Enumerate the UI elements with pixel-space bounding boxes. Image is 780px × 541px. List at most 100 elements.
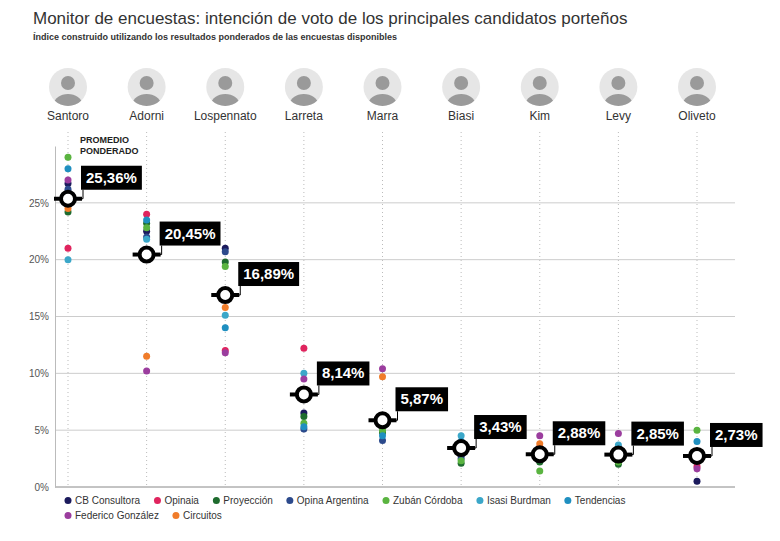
average-marker — [376, 413, 390, 427]
label-box — [238, 262, 299, 286]
legend-label: Isasi Burdman — [487, 495, 551, 506]
series — [65, 208, 701, 467]
poll-dot — [143, 353, 150, 360]
category-label: Santoro — [47, 109, 89, 123]
poll-dot — [694, 427, 701, 434]
grid-line — [55, 316, 735, 317]
data-label: 2,85% — [636, 425, 679, 442]
portrait-head — [61, 76, 75, 90]
portrait — [678, 68, 716, 114]
legend-swatch — [476, 497, 483, 504]
legend-label: Circuitos — [183, 510, 222, 521]
poll-dot — [222, 263, 229, 270]
y-tick-label: 5% — [35, 425, 50, 436]
poll-dot — [222, 304, 229, 311]
label-connector — [627, 446, 633, 455]
average-marker — [61, 192, 75, 206]
category-label: Kim — [529, 109, 550, 123]
category-label: Adorni — [129, 109, 164, 123]
portrait-head — [218, 76, 232, 90]
y-tick: 10% — [29, 368, 55, 379]
legend-item: Tendencias — [564, 495, 625, 506]
average-name: PROMEDIOPONDERADO — [80, 135, 139, 156]
portrait — [49, 68, 87, 114]
legend-swatch — [286, 497, 293, 504]
title: Monitor de encuestas: intención de voto … — [33, 9, 627, 28]
series — [65, 180, 701, 485]
label-connector — [234, 286, 240, 295]
grid-line — [55, 373, 735, 374]
poll-dot — [222, 324, 229, 331]
grid-line — [55, 487, 735, 488]
series — [65, 205, 701, 462]
portrait — [364, 68, 402, 114]
poll-dot — [536, 432, 543, 439]
portrait — [521, 68, 559, 114]
poll-dot — [379, 365, 386, 372]
poll-dot — [300, 345, 307, 352]
data-label: 16,89% — [243, 265, 294, 282]
average-markers — [54, 192, 711, 463]
legend-label: Tendencias — [575, 495, 626, 506]
portrait-head — [376, 76, 390, 90]
label-box — [317, 361, 370, 385]
average-marker — [611, 448, 625, 462]
poll-dot — [615, 430, 622, 437]
legend-swatch — [564, 497, 571, 504]
legend-label: Federico González — [75, 510, 159, 521]
legend-swatch — [213, 497, 220, 504]
portrait — [285, 68, 323, 114]
grid-line — [55, 202, 735, 203]
legend-swatch — [65, 497, 72, 504]
legend-label: Opinaia — [164, 495, 199, 506]
y-axis: 0%5%10%15%20%25% — [29, 147, 56, 493]
y-tick: 25% — [29, 198, 55, 209]
y-tick-label: 10% — [29, 368, 49, 379]
poll-dot — [222, 312, 229, 319]
legend-item: Opinaia — [154, 495, 199, 506]
poll-dot — [300, 413, 307, 420]
portrait — [599, 68, 637, 114]
y-tick-label: 25% — [29, 198, 49, 209]
poll-dot — [536, 468, 543, 475]
legend-item: Circuitos — [172, 510, 221, 521]
poll-dot — [65, 165, 72, 172]
poll-dot — [143, 224, 150, 231]
label-connector — [392, 411, 398, 420]
series — [65, 236, 701, 457]
legend-item: Opina Argentina — [286, 495, 369, 506]
label-box — [81, 166, 142, 190]
poll-dot — [379, 373, 386, 380]
average-marker — [454, 441, 468, 455]
portrait — [206, 68, 244, 114]
marks — [54, 154, 711, 485]
average-marker — [533, 447, 547, 461]
category-label: Biasi — [448, 109, 474, 123]
poll-dot — [694, 478, 701, 485]
poll-dot — [300, 423, 307, 430]
legend-item: Federico González — [65, 510, 159, 521]
legend-item: Zubán Córdoba — [383, 495, 463, 506]
poll-dot — [143, 368, 150, 375]
category-label: Oliveto — [678, 109, 716, 123]
label-connector — [313, 385, 319, 394]
legend-swatch — [383, 497, 390, 504]
data-label: 3,43% — [479, 418, 522, 435]
y-tick: 15% — [29, 311, 55, 322]
category-label: Lospennato — [194, 109, 257, 123]
category-guide — [697, 132, 698, 487]
legend-swatch — [172, 512, 179, 519]
category-guide — [303, 132, 304, 487]
subtitle: Índice construido utilizando los resulta… — [33, 32, 397, 42]
grid — [55, 203, 735, 487]
category-label: Levy — [606, 109, 631, 123]
label-connector — [470, 439, 476, 448]
label-box — [160, 222, 221, 246]
portrait-head — [611, 76, 625, 90]
label-box — [631, 422, 684, 446]
legend-label: Opina Argentina — [297, 495, 369, 506]
portrait-head — [690, 76, 704, 90]
data-label: 2,73% — [715, 426, 758, 443]
candidate-heads — [49, 68, 716, 114]
category-guides — [68, 132, 697, 487]
